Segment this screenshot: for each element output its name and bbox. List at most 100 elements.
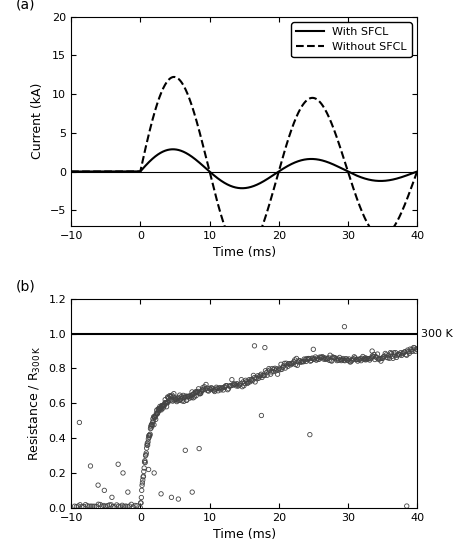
Point: [113, 501, 120, 509]
Point: [250, 371, 257, 380]
Without SFCL: [68, 168, 74, 175]
Point: [368, 353, 375, 362]
Point: [279, 363, 286, 372]
Point: [205, 387, 212, 396]
Point: [320, 353, 328, 362]
Point: [156, 405, 164, 414]
Point: [178, 396, 186, 405]
Point: [148, 420, 155, 429]
Point: [143, 441, 151, 450]
Point: [345, 354, 353, 363]
Point: [173, 394, 181, 403]
Point: [164, 392, 172, 401]
Point: [174, 396, 182, 405]
Point: [227, 381, 235, 390]
Point: [87, 461, 94, 470]
Point: [227, 382, 234, 391]
Point: [211, 387, 219, 396]
Point: [151, 413, 159, 422]
With SFCL: [239, 185, 245, 191]
Point: [150, 420, 158, 429]
Point: [209, 384, 217, 393]
Point: [131, 501, 139, 510]
Point: [139, 473, 147, 482]
Point: [301, 355, 309, 364]
Point: [394, 350, 402, 359]
Point: [311, 354, 319, 363]
Point: [176, 391, 183, 400]
Point: [146, 431, 154, 440]
Without SFCL: [288, 128, 294, 134]
Point: [164, 393, 172, 402]
Point: [314, 355, 322, 364]
Point: [141, 456, 149, 465]
Point: [232, 381, 240, 390]
Point: [406, 345, 414, 354]
Point: [143, 444, 150, 453]
Point: [154, 408, 162, 417]
Point: [331, 353, 339, 362]
Point: [133, 501, 141, 510]
Point: [248, 376, 255, 384]
Text: 300 K: 300 K: [420, 329, 452, 339]
Point: [331, 353, 338, 362]
Point: [370, 350, 378, 359]
Point: [251, 377, 259, 386]
Legend: With SFCL, Without SFCL: With SFCL, Without SFCL: [292, 22, 411, 57]
Point: [255, 372, 263, 381]
Point: [155, 404, 163, 413]
Point: [167, 392, 175, 401]
Point: [295, 356, 303, 365]
Point: [312, 355, 320, 364]
Without SFCL: [273, 178, 279, 185]
Point: [255, 374, 263, 383]
Point: [150, 469, 158, 478]
Point: [390, 348, 398, 357]
Point: [137, 498, 145, 507]
Point: [83, 502, 91, 511]
Y-axis label: Resistance / R$_{\mathregular{300\,K}}$: Resistance / R$_{\mathregular{300\,K}}$: [27, 346, 43, 461]
X-axis label: Time (ms): Time (ms): [212, 528, 276, 541]
Point: [155, 405, 162, 414]
Point: [293, 361, 301, 370]
Point: [400, 349, 407, 358]
Point: [334, 354, 342, 363]
Point: [268, 368, 275, 377]
Point: [372, 352, 380, 361]
Point: [234, 382, 242, 391]
Point: [271, 364, 279, 373]
Point: [239, 377, 247, 386]
Point: [200, 385, 207, 394]
Point: [187, 391, 195, 400]
Point: [236, 381, 244, 389]
Point: [160, 402, 168, 411]
Point: [152, 411, 159, 420]
Point: [154, 409, 161, 418]
Point: [124, 502, 131, 511]
Point: [342, 354, 349, 363]
Point: [98, 502, 106, 511]
With SFCL: [325, 159, 330, 166]
Point: [108, 493, 116, 502]
Point: [302, 357, 310, 366]
Point: [170, 389, 178, 398]
Point: [196, 389, 204, 398]
Point: [165, 394, 173, 403]
Point: [346, 358, 354, 367]
Point: [402, 350, 410, 359]
Point: [201, 382, 208, 391]
Point: [245, 378, 252, 387]
Point: [324, 354, 331, 363]
Point: [387, 348, 394, 357]
Point: [307, 357, 314, 365]
Point: [78, 502, 86, 511]
Point: [323, 355, 330, 364]
Point: [160, 401, 167, 410]
Point: [128, 500, 135, 509]
Point: [145, 465, 153, 474]
Without SFCL: [86, 168, 91, 175]
Point: [159, 403, 167, 412]
Point: [190, 393, 197, 402]
Point: [333, 356, 341, 365]
Point: [261, 371, 268, 380]
